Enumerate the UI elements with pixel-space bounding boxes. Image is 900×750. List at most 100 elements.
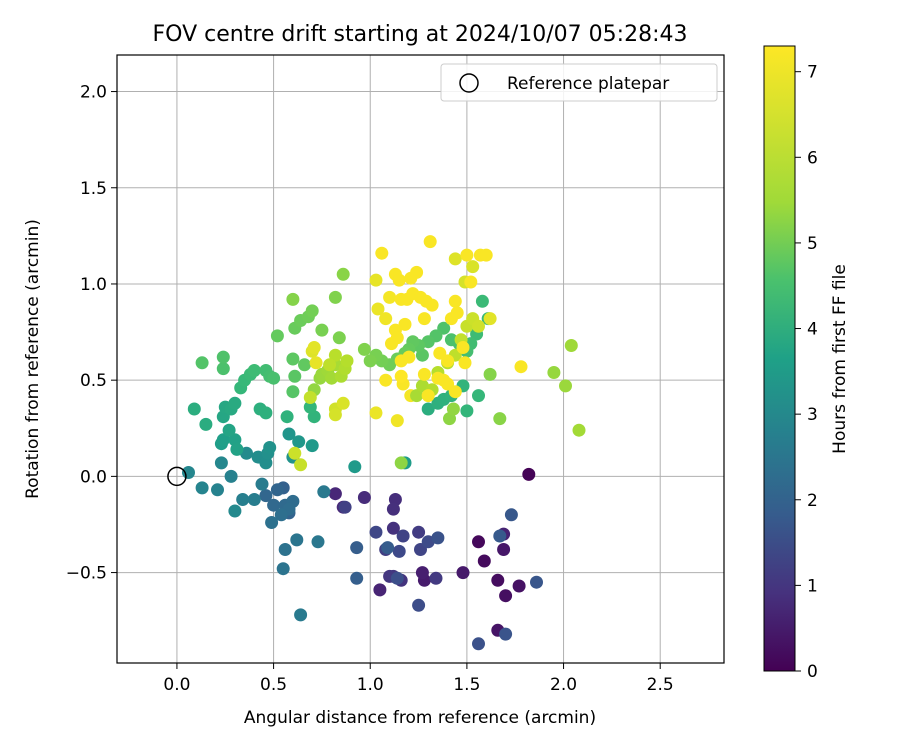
legend-marker-icon <box>459 73 479 93</box>
data-point <box>497 543 511 556</box>
x-tick-label: 0.5 <box>260 675 287 695</box>
data-point <box>421 402 435 416</box>
data-point <box>307 341 321 354</box>
data-point <box>448 252 462 266</box>
y-axis: −0.5 0.0 0.5 1.0 1.5 2.0 <box>66 83 117 584</box>
x-tick-label: 1.0 <box>357 675 384 695</box>
data-point <box>381 541 395 555</box>
colorbar-label: Hours from first FF file <box>830 264 850 454</box>
data-point <box>456 341 470 354</box>
data-point <box>491 573 505 587</box>
data-point <box>292 435 306 449</box>
data-point <box>280 410 294 424</box>
data-point <box>483 312 497 326</box>
data-point <box>386 502 400 516</box>
data-point <box>255 477 269 491</box>
data-point <box>216 362 230 376</box>
data-point <box>263 441 277 454</box>
data-point <box>448 294 462 308</box>
colorbar-tick-label: 6 <box>807 148 818 168</box>
colorbar-gradient <box>763 45 796 672</box>
data-point <box>290 533 304 547</box>
legend-entry: Reference platepar <box>507 74 669 94</box>
data-point <box>228 504 242 518</box>
data-point <box>259 489 273 503</box>
data-point <box>350 541 364 555</box>
data-point <box>363 354 377 368</box>
data-point <box>282 427 296 441</box>
data-point <box>317 485 331 499</box>
data-point <box>294 608 308 622</box>
y-tick-label: −0.5 <box>66 564 107 584</box>
data-point <box>236 493 250 506</box>
data-point <box>392 544 406 558</box>
data-point <box>456 566 470 580</box>
data-point <box>371 302 385 316</box>
x-tick-label: 2.5 <box>647 675 674 695</box>
data-point <box>475 294 489 308</box>
data-point <box>472 319 485 333</box>
data-point <box>373 583 387 597</box>
chart-title: FOV centre drift starting at 2024/10/07 … <box>153 22 688 47</box>
x-tick-label: 1.5 <box>453 675 480 695</box>
y-tick-label: 0.0 <box>80 467 107 487</box>
data-point <box>396 529 410 543</box>
data-point <box>466 260 480 274</box>
data-point <box>214 456 228 470</box>
reference-point-marker <box>167 466 187 487</box>
data-point <box>429 571 443 585</box>
data-point <box>332 331 346 345</box>
data-point <box>303 400 317 414</box>
data-point <box>305 439 319 453</box>
data-point <box>216 350 230 364</box>
y-tick-label: 1.5 <box>80 179 107 199</box>
data-point <box>267 498 281 512</box>
data-point <box>402 350 416 364</box>
data-point <box>375 246 389 260</box>
data-point <box>187 402 201 416</box>
data-point <box>311 535 325 549</box>
data-point <box>211 483 224 497</box>
data-point <box>286 352 300 366</box>
data-point <box>182 466 195 479</box>
data-point <box>286 385 300 399</box>
data-point <box>195 356 209 370</box>
data-point <box>412 525 426 539</box>
data-point <box>394 369 408 383</box>
data-point <box>338 500 352 514</box>
data-point <box>446 402 460 416</box>
reference-marker <box>167 466 187 487</box>
data-point <box>369 406 383 420</box>
data-point <box>350 571 364 585</box>
colorbar-tick-label: 0 <box>807 662 818 682</box>
data-point <box>369 273 383 287</box>
colorbar-tick-label: 1 <box>807 576 818 596</box>
data-point <box>464 275 478 289</box>
y-tick-label: 1.0 <box>80 275 107 295</box>
data-point <box>267 371 281 385</box>
legend-box <box>440 63 718 102</box>
colorbar-tick-label: 7 <box>807 63 818 83</box>
data-point <box>357 491 371 504</box>
data-point <box>547 366 561 379</box>
data-point <box>247 364 261 377</box>
legend: Reference platepar <box>440 63 718 102</box>
data-point <box>493 412 507 426</box>
data-point <box>441 354 455 368</box>
data-point <box>298 358 311 372</box>
data-point <box>336 267 350 281</box>
y-tick-label: 2.0 <box>80 83 107 103</box>
data-point <box>472 389 485 403</box>
data-point <box>328 487 342 501</box>
data-point <box>228 396 242 410</box>
data-point <box>410 265 424 279</box>
data-point <box>265 516 279 529</box>
data-point <box>512 579 526 593</box>
y-tick-label: 0.5 <box>80 371 107 391</box>
data-point <box>348 460 362 474</box>
data-point <box>328 348 342 362</box>
data-point <box>493 529 507 543</box>
data-point <box>448 385 462 399</box>
data-point <box>340 354 354 368</box>
